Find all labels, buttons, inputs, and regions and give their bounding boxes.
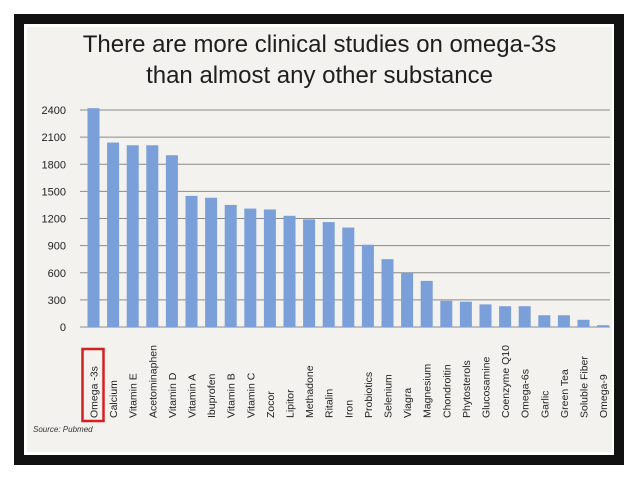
y-tick-label: 1500 xyxy=(42,186,66,198)
bar xyxy=(440,300,453,327)
x-tick-label: Phytosterols xyxy=(461,360,473,418)
bar xyxy=(322,222,335,327)
bar xyxy=(577,319,590,327)
x-tick-label: Lipitor xyxy=(285,389,297,418)
bar xyxy=(361,244,374,327)
y-tick-label: 1800 xyxy=(42,159,66,171)
chart-title-line-2: than almost any other substance xyxy=(146,62,493,89)
x-tick-label: Zocor xyxy=(265,391,277,418)
bar xyxy=(185,195,198,327)
x-tick-label: Glucosamine xyxy=(481,357,493,418)
x-tick-label: Vitamin E xyxy=(128,373,140,418)
x-tick-label: Omega -3s xyxy=(89,366,101,418)
bar xyxy=(303,219,316,327)
bar xyxy=(146,145,159,327)
x-tick-label: Ibuprofen xyxy=(206,373,218,418)
bar xyxy=(557,315,570,327)
chart-title: There are more clinical studies on omega… xyxy=(27,29,612,91)
chart-title-line-1: There are more clinical studies on omega… xyxy=(82,31,557,58)
x-tick-label: Omega-6s xyxy=(520,369,532,418)
y-tick-label: 1200 xyxy=(42,214,66,226)
bar xyxy=(263,209,276,327)
x-tick-label: Methadone xyxy=(304,365,316,418)
x-tick-label: Probiotics xyxy=(363,372,375,418)
x-tick-label: Magnesium xyxy=(422,363,434,418)
bar xyxy=(381,259,394,327)
x-tick-label: Vitamin B xyxy=(226,373,238,418)
bar xyxy=(126,145,139,327)
bar xyxy=(107,142,120,327)
x-tick-label: Soluble Fiber xyxy=(579,356,591,418)
x-tick-label: Iron xyxy=(343,400,355,418)
x-tick-label: Omega-9 xyxy=(598,374,610,418)
bar xyxy=(224,204,237,327)
bar xyxy=(87,108,100,327)
y-tick-label: 300 xyxy=(48,295,66,307)
x-tick-label: Vitamin C xyxy=(245,372,257,418)
bar xyxy=(401,272,414,327)
y-tick-label: 600 xyxy=(48,268,66,280)
x-tick-label: Ritalin xyxy=(324,389,336,418)
x-tick-label: Vitamin D xyxy=(167,372,179,418)
x-tick-label: Viagra xyxy=(402,388,414,418)
source-note: Source: Pubmed xyxy=(33,425,93,434)
x-tick-label: Garlic xyxy=(539,391,551,418)
chart-panel xyxy=(27,27,612,452)
bar xyxy=(244,208,257,327)
y-tick-label: 2400 xyxy=(42,105,66,117)
y-tick-label: 0 xyxy=(60,322,66,334)
y-tick-label: 2100 xyxy=(42,132,66,144)
bar xyxy=(420,280,433,327)
bar xyxy=(459,301,472,327)
bar xyxy=(205,197,218,327)
x-tick-label: Chondroitin xyxy=(441,364,453,418)
x-tick-label: Vitamin A xyxy=(187,374,199,418)
x-tick-label: Acetominaphen xyxy=(147,345,159,418)
x-tick-label: Green Tea xyxy=(559,369,571,418)
y-tick-label: 900 xyxy=(48,241,66,253)
bar xyxy=(165,155,178,327)
x-tick-label: Calcium xyxy=(108,380,120,418)
x-tick-label: Selenium xyxy=(383,374,395,418)
bar xyxy=(597,325,610,327)
bar xyxy=(479,304,492,327)
bar xyxy=(538,315,551,327)
highlight-box xyxy=(81,347,105,423)
bar xyxy=(342,227,355,327)
x-tick-label: Coenzyme Q10 xyxy=(500,345,512,418)
bar xyxy=(283,215,296,327)
bar xyxy=(499,306,512,327)
bar xyxy=(518,306,531,327)
